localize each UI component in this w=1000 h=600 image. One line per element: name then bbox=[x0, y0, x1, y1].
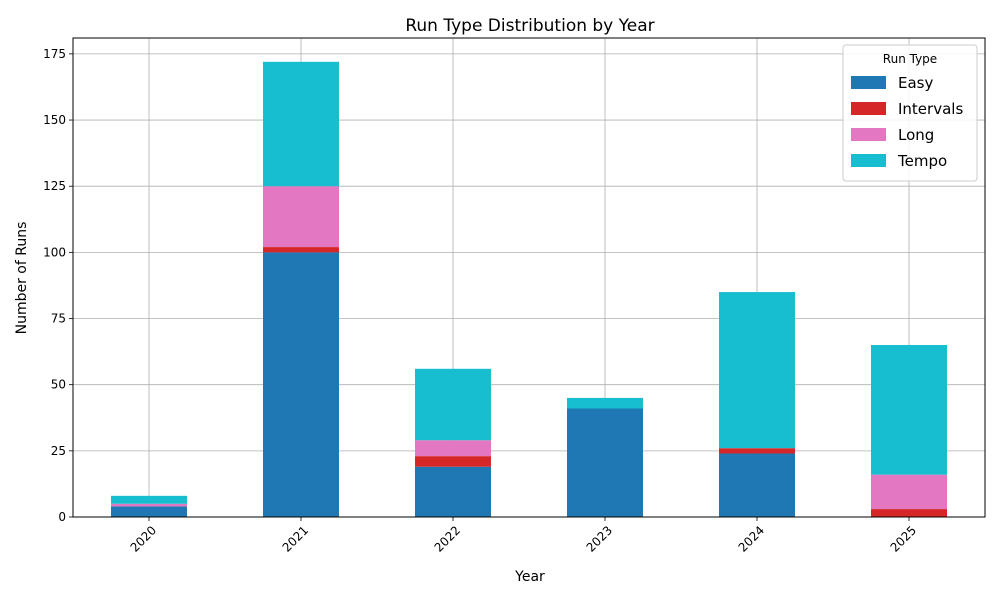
y-tick-label: 150 bbox=[43, 113, 66, 127]
bar-easy-2024 bbox=[719, 453, 795, 517]
legend-swatch-long bbox=[851, 128, 886, 141]
legend-label-intervals: Intervals bbox=[898, 100, 963, 118]
y-axis-label: Number of Runs bbox=[14, 222, 30, 335]
x-tick-label: 2020 bbox=[128, 523, 159, 554]
y-tick-label: 25 bbox=[51, 444, 66, 458]
legend-label-easy: Easy bbox=[898, 74, 933, 92]
y-tick-label: 50 bbox=[51, 378, 66, 392]
bar-tempo-2023 bbox=[567, 397, 643, 409]
chart-title: Run Type Distribution by Year bbox=[405, 16, 654, 36]
legend-swatch-easy bbox=[851, 76, 886, 89]
x-axis-label: Year bbox=[514, 569, 545, 585]
plot-frame bbox=[72, 37, 986, 518]
bar-long-2021 bbox=[263, 186, 339, 248]
x-tick-label: 2022 bbox=[432, 523, 463, 554]
axes bbox=[69, 37, 986, 521]
bar-tempo-2021 bbox=[263, 61, 339, 187]
bar-long-2020 bbox=[111, 503, 187, 507]
x-tick-label: 2021 bbox=[280, 523, 311, 554]
legend-swatch-intervals bbox=[851, 102, 886, 115]
y-tick-label: 0 bbox=[58, 510, 66, 524]
bar-intervals-2025 bbox=[871, 509, 947, 517]
bars bbox=[111, 61, 947, 517]
bar-intervals-2021 bbox=[263, 247, 339, 253]
legend: Run Type Easy Intervals Long Tempo bbox=[842, 44, 978, 182]
legend-title: Run Type bbox=[883, 52, 937, 66]
bar-intervals-2024 bbox=[719, 448, 795, 454]
x-tick-label: 2024 bbox=[736, 523, 767, 554]
bar-tempo-2022 bbox=[415, 368, 491, 441]
bar-easy-2022 bbox=[415, 466, 491, 517]
bar-long-2025 bbox=[871, 474, 947, 510]
y-tick-label: 125 bbox=[43, 179, 66, 193]
y-tick-label: 175 bbox=[43, 47, 66, 61]
legend-label-long: Long bbox=[898, 126, 934, 144]
x-tick-label: 2023 bbox=[584, 523, 615, 554]
y-tick-label: 75 bbox=[51, 312, 66, 326]
bar-tempo-2024 bbox=[719, 292, 795, 449]
x-tick-label: 2025 bbox=[888, 523, 919, 554]
y-tick-label: 100 bbox=[43, 245, 66, 259]
legend-label-tempo: Tempo bbox=[897, 152, 947, 170]
bar-easy-2020 bbox=[111, 506, 187, 517]
bar-easy-2023 bbox=[567, 408, 643, 517]
bar-tempo-2020 bbox=[111, 495, 187, 504]
bar-intervals-2022 bbox=[415, 456, 491, 467]
bar-long-2022 bbox=[415, 440, 491, 457]
bar-tempo-2025 bbox=[871, 344, 947, 475]
legend-swatch-tempo bbox=[851, 154, 886, 167]
bar-easy-2021 bbox=[263, 252, 339, 517]
